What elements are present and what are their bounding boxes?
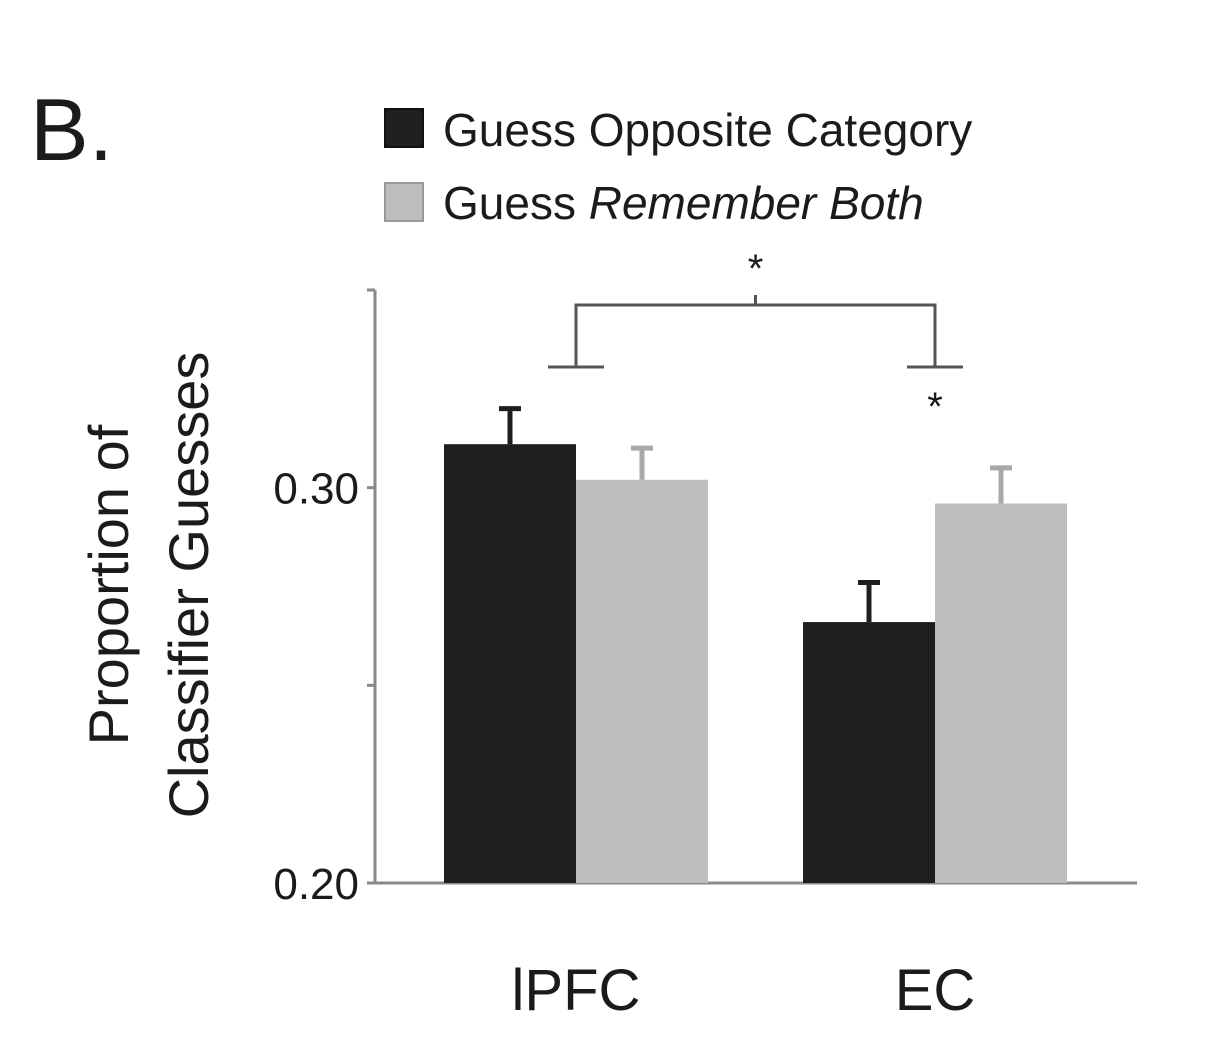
y-axis-label-line-1: Proportion of: [77, 424, 140, 745]
legend-item-remember-both: Guess Remember Both: [384, 177, 924, 229]
legend-label-remember-both: Guess Remember Both: [443, 177, 924, 229]
significance-marker-between-regions: *: [748, 247, 764, 291]
bar-lpfc-opposite-category: [444, 444, 576, 883]
bar-ec-remember-both: [935, 503, 1067, 883]
y-tick-label: 0.30: [273, 465, 359, 514]
panel-label: B.: [30, 80, 113, 179]
legend-label-opposite-category: Guess Opposite Category: [443, 104, 972, 156]
bar-lpfc-remember-both: [576, 479, 708, 883]
y-axis-label: Proportion of Classifier Guesses: [77, 352, 220, 819]
category-label-ec: EC: [895, 958, 976, 1023]
bars: [444, 444, 1067, 883]
y-tick-label: 0.20: [273, 860, 359, 909]
significance-annotations: **: [548, 247, 963, 429]
significance-marker-within-ec: *: [927, 385, 943, 429]
legend-swatch-remember-both: [384, 182, 424, 222]
error-bars: [499, 406, 1012, 623]
significance-bracket: [574, 303, 937, 367]
bar-ec-opposite-category: [803, 622, 935, 883]
y-axis-label-line-2: Classifier Guesses: [157, 352, 220, 819]
category-label-lpfc: lPFC: [512, 958, 641, 1023]
legend-item-opposite-category: Guess Opposite Category: [384, 104, 972, 156]
legend: Guess Opposite Category Guess Remember B…: [384, 104, 972, 229]
category-labels: lPFC EC: [512, 958, 976, 1023]
legend-swatch-opposite-category: [384, 108, 424, 148]
